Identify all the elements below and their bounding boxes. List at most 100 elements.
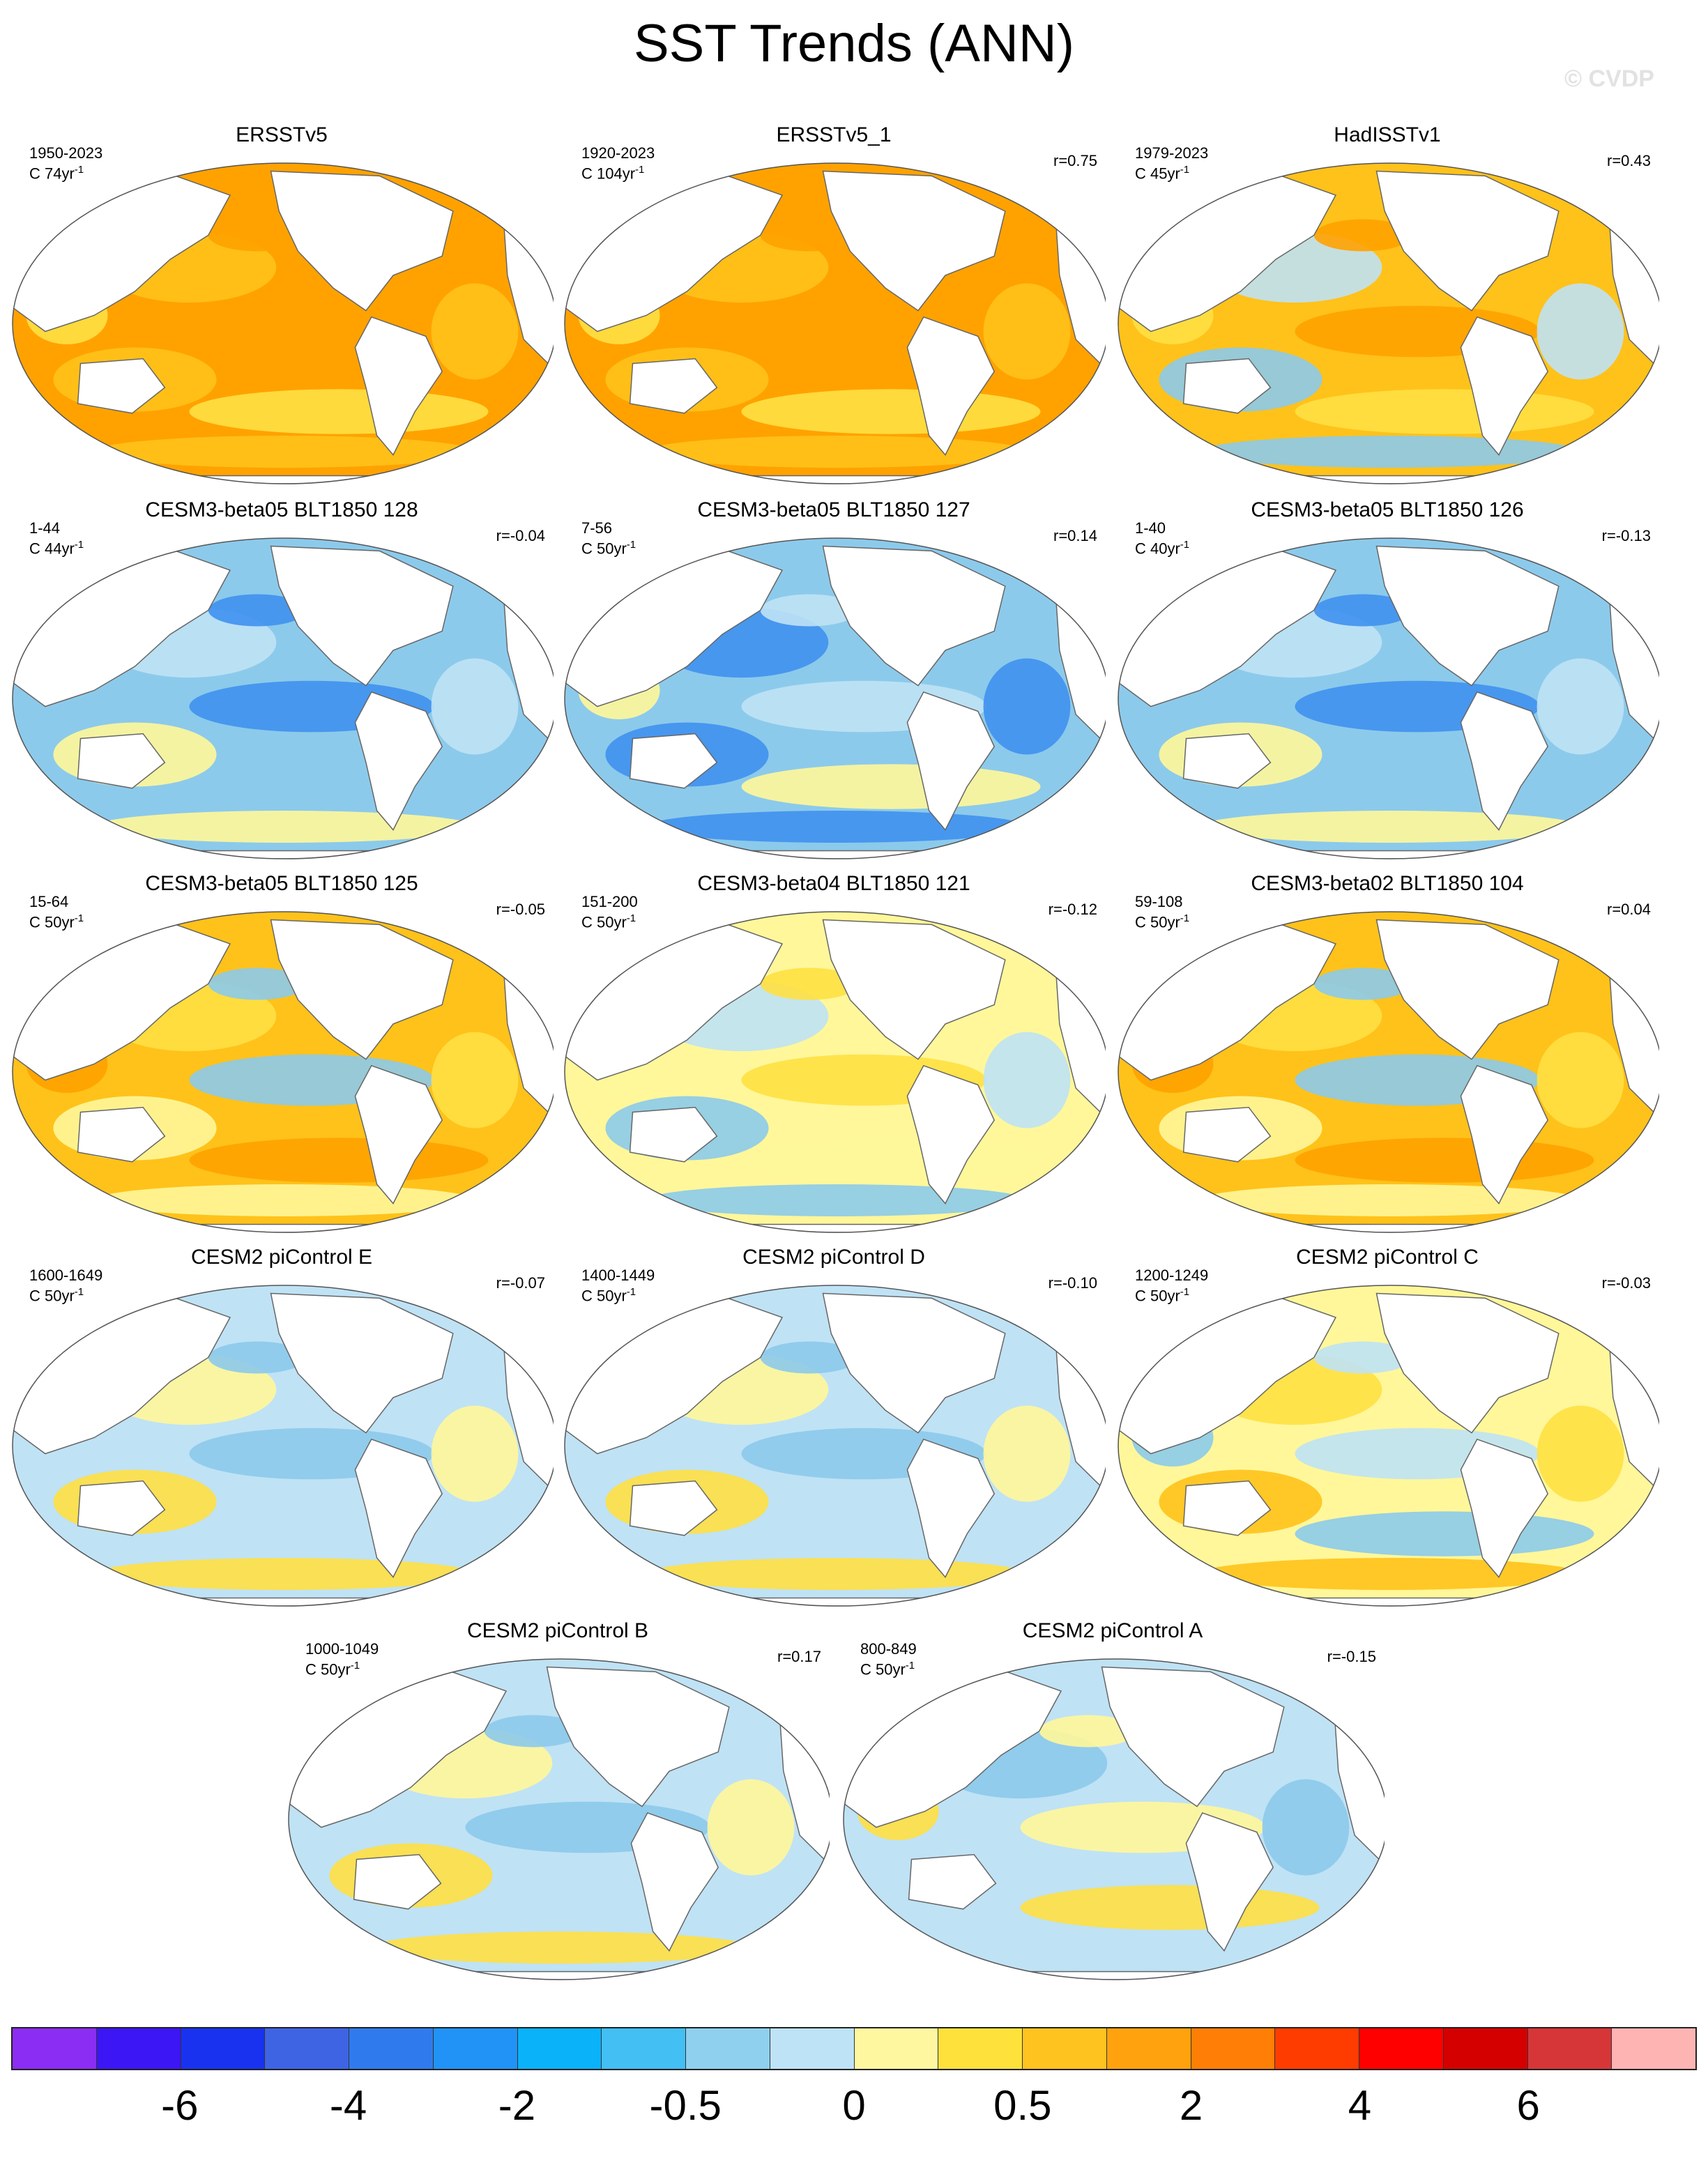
- panel-correlation: r=0.04: [1607, 901, 1651, 918]
- panel-correlation: r=-0.12: [1048, 901, 1097, 918]
- panel-correlation: r=-0.04: [496, 527, 545, 544]
- panel-units: C 50yr-1: [1135, 1286, 1190, 1305]
- panel-period: 1600-1649: [29, 1267, 103, 1284]
- panel-title: CESM2 piControl E: [190, 1246, 373, 1269]
- panel-title: HadISSTv1: [1334, 123, 1441, 146]
- colorbar-swatch: [265, 2028, 349, 2069]
- colorbar-label: 6: [1516, 2082, 1540, 2129]
- panel-units: C 50yr-1: [581, 1286, 636, 1305]
- colorbar-swatch: [1191, 2028, 1276, 2069]
- panel-title: CESM3-beta05 BLT1850 128: [145, 498, 418, 521]
- panel-period: 1200-1249: [1135, 1267, 1209, 1284]
- panel-title: CESM3-beta05 BLT1850 127: [697, 498, 970, 521]
- colorbar: [11, 2027, 1697, 2070]
- panel-units: C 50yr-1: [860, 1660, 915, 1678]
- sst-trend-map: [1118, 911, 1659, 1233]
- panel-title: CESM3-beta05 BLT1850 125: [145, 872, 418, 895]
- panel-correlation: r=-0.15: [1327, 1648, 1376, 1665]
- page-title: SST Trends (ANN): [633, 14, 1075, 73]
- colorbar-swatch: [433, 2028, 518, 2069]
- sst-trend-map: [843, 1658, 1385, 1980]
- sst-trend-map: [1118, 162, 1659, 484]
- colorbar-swatch: [1527, 2028, 1612, 2069]
- colorbar-swatch: [181, 2028, 266, 2069]
- sst-trend-map: [564, 1285, 1106, 1607]
- panel-units: C 45yr-1: [1135, 164, 1190, 183]
- panel-units: C 50yr-1: [1135, 912, 1190, 931]
- panel-units: C 50yr-1: [29, 1286, 84, 1305]
- panel-units: C 40yr-1: [1135, 539, 1190, 558]
- panel-title: CESM3-beta04 BLT1850 121: [697, 872, 970, 895]
- colorbar-label: 0.5: [993, 2082, 1052, 2129]
- colorbar-swatch: [13, 2028, 97, 2069]
- map-panel: CESM2 piControl E 1600-1649 C 50yr-1 r=-0.0…: [10, 1245, 554, 1621]
- panel-title: ERSSTv5_1: [776, 123, 892, 146]
- panel-correlation: r=-0.13: [1601, 527, 1651, 544]
- colorbar-swatch: [1023, 2028, 1107, 2069]
- panel-period: 800-849: [860, 1640, 917, 1658]
- map-panel: CESM3-beta04 BLT1850 121 151-200 C 50yr-1 r…: [562, 871, 1106, 1248]
- panel-units: C 50yr-1: [581, 539, 636, 558]
- panel-units: C 74yr-1: [29, 164, 84, 183]
- sst-trend-map: [1118, 537, 1659, 859]
- colorbar-swatch: [602, 2028, 686, 2069]
- colorbar-label: 0: [842, 2082, 866, 2129]
- colorbar-swatch: [96, 2028, 181, 2069]
- panel-period: 1979-2023: [1135, 144, 1209, 162]
- map-panel: CESM3-beta05 BLT1850 126 1-40 C 40yr-1 r=-0…: [1115, 498, 1659, 874]
- panel-title: CESM3-beta02 BLT1850 104: [1251, 872, 1524, 895]
- map-panel: CESM2 piControl C 1200-1249 C 50yr-1 r=-0.0…: [1115, 1245, 1659, 1621]
- map-panel: CESM3-beta02 BLT1850 104 59-108 C 50yr-1 r=…: [1115, 871, 1659, 1248]
- panel-correlation: r=-0.10: [1048, 1274, 1097, 1292]
- panel-units: C 104yr-1: [581, 164, 645, 183]
- colorbar-swatch: [938, 2028, 1023, 2069]
- colorbar-swatch: [854, 2028, 939, 2069]
- panel-title: ERSSTv5: [236, 123, 328, 146]
- colorbar-label: -0.5: [649, 2082, 722, 2129]
- colorbar-label: -2: [498, 2082, 536, 2129]
- colorbar-swatch: [1275, 2028, 1359, 2069]
- map-panel: CESM2 piControl B 1000-1049 C 50yr-1 r=0.17: [286, 1619, 830, 1995]
- panel-title: CESM2 piControl C: [1296, 1246, 1479, 1269]
- map-panel: ERSSTv5 1950-2023 C 74yr-1: [10, 123, 554, 499]
- panel-title: CESM2 piControl D: [742, 1246, 925, 1269]
- sst-trend-map: [12, 911, 554, 1233]
- sst-trend-map: [12, 537, 554, 859]
- panel-period: 1-40: [1135, 519, 1166, 537]
- sst-trend-map: [1118, 1285, 1659, 1607]
- panel-period: 1000-1049: [305, 1640, 379, 1658]
- colorbar-label: -6: [161, 2082, 199, 2129]
- panel-title: CESM2 piControl A: [1022, 1619, 1203, 1642]
- colorbar-label: 2: [1179, 2082, 1203, 2129]
- colorbar-swatch: [770, 2028, 855, 2069]
- panel-units: C 50yr-1: [581, 912, 636, 931]
- panel-period: 1920-2023: [581, 144, 655, 162]
- panel-period: 1-44: [29, 519, 61, 537]
- map-panel: ERSSTv5_1 1920-2023 C 104yr-1 r=0.75: [562, 123, 1106, 499]
- panel-correlation: r=0.17: [777, 1648, 821, 1665]
- panel-units: C 50yr-1: [305, 1660, 360, 1678]
- map-panel: CESM2 piControl A 800-849 C 50yr-1 r=-0.15: [841, 1619, 1385, 1995]
- colorbar-swatch: [1106, 2028, 1191, 2069]
- colorbar-swatch: [1612, 2028, 1695, 2069]
- panel-period: 15-64: [29, 893, 69, 910]
- panel-correlation: r=0.14: [1053, 527, 1097, 544]
- colorbar-swatch: [1359, 2028, 1444, 2069]
- colorbar-swatch: [686, 2028, 770, 2069]
- sst-trend-map: [12, 162, 554, 484]
- sst-trend-map: [564, 162, 1106, 484]
- map-panel: CESM2 piControl D 1400-1449 C 50yr-1 r=-0.1…: [562, 1245, 1106, 1621]
- panel-correlation: r=-0.03: [1601, 1274, 1651, 1292]
- sst-trend-map: [564, 537, 1106, 859]
- map-panel: CESM3-beta05 BLT1850 128 1-44 C 44yr-1 r=-0…: [10, 498, 554, 874]
- sst-trend-map: [564, 911, 1106, 1233]
- panel-period: 1400-1449: [581, 1267, 655, 1284]
- sst-trend-map: [12, 1285, 554, 1607]
- colorbar-label: -4: [329, 2082, 367, 2129]
- panel-title: CESM3-beta05 BLT1850 126: [1251, 498, 1524, 521]
- panel-correlation: r=0.43: [1607, 152, 1651, 169]
- panel-correlation: r=-0.05: [496, 901, 545, 918]
- panel-period: 7-56: [581, 519, 613, 537]
- panel-period: 59-108: [1135, 893, 1183, 910]
- panel-correlation: r=-0.07: [496, 1274, 545, 1292]
